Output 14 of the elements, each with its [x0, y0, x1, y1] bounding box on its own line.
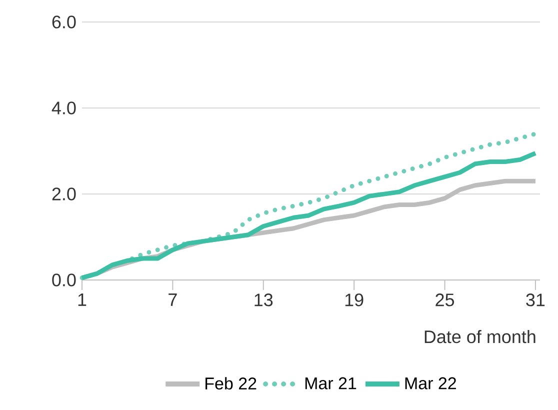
x-tick-label: 13 — [254, 294, 273, 306]
x-tick-label: 1 — [78, 294, 86, 306]
x-axis-title: Date of month — [424, 330, 536, 344]
legend-label: Mar 22 — [405, 377, 456, 390]
x-tick-label: 25 — [436, 294, 454, 306]
legend-label: Mar 21 — [305, 377, 356, 390]
legend-label: Feb 22 — [206, 377, 256, 390]
x-tick-label: 7 — [168, 294, 177, 306]
y-tick-label: 0.0 — [52, 274, 76, 286]
y-tick-label: 6.0 — [52, 16, 76, 28]
y-tick-label: 4.0 — [52, 102, 76, 114]
x-tick-label: 19 — [345, 294, 364, 306]
y-tick-label: 2.0 — [52, 188, 76, 200]
x-tick-label: 31 — [526, 294, 545, 306]
